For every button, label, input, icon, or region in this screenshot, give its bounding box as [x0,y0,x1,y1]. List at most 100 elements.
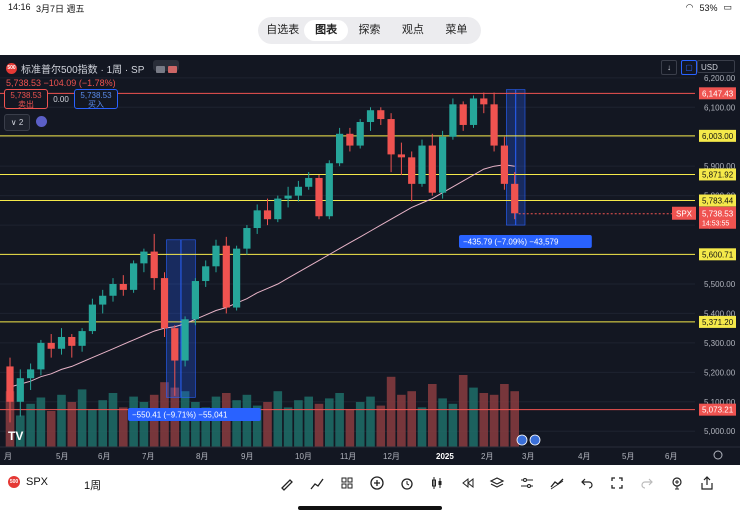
candle [459,104,467,125]
measure-label-bg [459,235,592,248]
buy-label: 买入 [88,100,104,109]
candle [377,110,385,120]
volume-bar [252,405,262,447]
candle [119,283,127,290]
price-tick-label: 5,100.00 [704,398,736,407]
price-label-text: 5,073.21 [702,406,734,415]
price-tick-label: 6,100.00 [704,103,736,112]
time-tick-label: 11月 [340,452,356,461]
price-label-text: 5,871.92 [702,170,734,179]
candle [439,136,447,193]
time-tick-label: 3月 [522,452,534,461]
candle [511,183,519,214]
drawing-button[interactable] [542,471,572,495]
currency-select[interactable]: USD [697,60,735,73]
volume-bar [273,391,283,447]
bottom-toolbar: 500 SPX 1周 [0,468,740,498]
time-tick-label: 2025 [436,452,454,461]
layers-button[interactable] [482,471,512,495]
symbol-switcher[interactable]: 500 SPX [8,476,48,488]
pen-button[interactable] [272,471,302,495]
price-tick-label: 5,900.00 [704,162,736,171]
sell-button[interactable]: 5,738.53 卖出 [4,89,48,109]
candle [500,145,508,184]
visibility-toggle[interactable] [153,60,179,73]
economic-event-icon [516,434,528,446]
apps-button[interactable] [332,471,362,495]
volume-bar [417,407,427,447]
candle [418,145,426,184]
tab-ideas[interactable]: 观点 [401,24,424,36]
price-chart[interactable]: −550.41 (−9.71%) −55,041 −435.79 (−7.09%)… [0,55,740,465]
candle [490,104,498,146]
apps-icon [341,477,353,489]
candle [181,319,189,361]
fullscreen-button[interactable] [602,471,632,495]
collapse-indicators-button[interactable]: ∨ 2 [4,114,30,131]
candles-button[interactable] [422,471,452,495]
status-right: ◠ 53% ▭ [686,2,732,13]
volume-bar [489,394,499,447]
download-icon[interactable]: ↓ [661,60,677,75]
time-tick-label: 6月 [665,452,677,461]
candle [274,198,282,220]
candle [469,98,478,125]
auto-scale-icon[interactable]: ▢ [681,60,697,75]
symbol-title[interactable]: 标准普尔500指数 · 1周 · SP [21,65,145,76]
tab-menu[interactable]: 菜单 [445,24,468,36]
current-price: 5,738.53 [702,210,734,219]
chart-type-button[interactable] [302,471,332,495]
volume-bar [232,400,241,447]
indicator-count: 2 [18,118,24,127]
candle [428,145,436,193]
time-tick-label: 8月 [196,452,208,461]
price-label-text: 6,003.00 [702,132,734,141]
candle [27,369,35,379]
candle [325,163,333,217]
indicator-icon[interactable] [36,116,47,127]
sell-price: 5,738.53 [10,91,42,100]
candle [294,186,302,196]
candle [68,336,76,346]
volume-bar [263,402,272,447]
price-change: 5,738.53 −104.09 (−1.78%) [6,78,116,88]
interval-button[interactable]: 1周 [84,480,102,492]
tab-chart[interactable]: 图表 [304,20,348,41]
alarm-button[interactable] [392,471,422,495]
rewind-icon [462,477,474,489]
candle [480,98,488,105]
redo-button[interactable] [632,471,662,495]
candle [346,133,354,146]
tab-explore[interactable]: 探索 [358,24,381,36]
time-tick-label: 5月 [56,452,68,461]
price-label-text: 6,147.43 [702,89,734,98]
volume-bar [77,389,87,447]
share-button[interactable] [692,471,722,495]
time-tick-label: 10月 [295,452,312,461]
tab-watchlist[interactable]: 自选表 [266,24,300,36]
add-indicator-button[interactable] [662,471,692,495]
buy-button[interactable]: 5,738.53 买入 [74,89,118,109]
layers-icon [489,477,505,488]
settings-sliders-button[interactable] [512,471,542,495]
axis-buttons: ↓ ▢ [661,60,697,75]
volume-bar [448,403,458,447]
measure-label: −550.41 (−9.71%) −55,041 [132,411,228,420]
rewind-button[interactable] [452,471,482,495]
candle [6,366,14,402]
volume-bar [335,393,344,447]
volume-bar [26,403,35,447]
add-button[interactable] [362,471,392,495]
undo-button[interactable] [572,471,602,495]
candle [356,122,364,146]
volume-bar [283,407,293,447]
volume-bar [67,402,77,447]
chart-area[interactable]: −550.41 (−9.71%) −55,041 −435.79 (−7.09%)… [0,55,740,465]
price-tick-label: 5,500.00 [704,280,736,289]
trade-panel: 5,738.53 卖出 0.00 5,738.53 买入 [4,89,118,109]
candle [57,336,66,349]
status-date: 3月7日 週五 [36,4,85,14]
volume-bar [325,398,334,447]
candle [336,133,344,164]
redo-icon [641,478,653,489]
